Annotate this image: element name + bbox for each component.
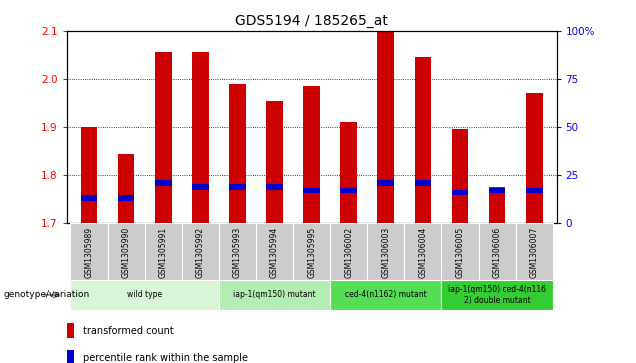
Bar <box>404 223 441 280</box>
Text: GSM1305995: GSM1305995 <box>307 227 316 278</box>
Text: ced-4(n1162) mutant: ced-4(n1162) mutant <box>345 290 427 299</box>
Text: GSM1305994: GSM1305994 <box>270 227 279 278</box>
Bar <box>219 280 330 310</box>
Bar <box>107 223 145 280</box>
Bar <box>441 223 479 280</box>
Text: wild type: wild type <box>127 290 162 299</box>
Bar <box>526 93 543 223</box>
Bar <box>293 223 330 280</box>
Bar <box>526 188 543 193</box>
Bar <box>330 223 368 280</box>
Bar <box>219 223 256 280</box>
Text: GSM1306004: GSM1306004 <box>418 227 427 278</box>
Bar <box>71 223 107 280</box>
Bar <box>516 223 553 280</box>
Bar <box>182 223 219 280</box>
Text: percentile rank within the sample: percentile rank within the sample <box>83 353 248 363</box>
Bar <box>340 122 357 223</box>
Bar <box>303 86 320 223</box>
Bar <box>378 180 394 186</box>
Bar <box>67 323 74 338</box>
Bar <box>229 184 245 189</box>
Text: genotype/variation: genotype/variation <box>3 290 90 299</box>
Text: GSM1306006: GSM1306006 <box>493 227 502 278</box>
Bar <box>192 184 209 189</box>
Text: transformed count: transformed count <box>83 326 174 336</box>
Text: GSM1306005: GSM1306005 <box>455 227 464 278</box>
Bar <box>266 184 283 189</box>
Bar <box>155 180 172 186</box>
Text: GSM1305992: GSM1305992 <box>196 227 205 278</box>
Bar <box>192 53 209 223</box>
Bar <box>330 280 441 310</box>
Bar <box>489 188 506 193</box>
Bar <box>71 280 219 310</box>
Title: GDS5194 / 185265_at: GDS5194 / 185265_at <box>235 15 388 28</box>
Text: iap-1(qm150) mutant: iap-1(qm150) mutant <box>233 290 316 299</box>
Text: iap-1(qm150) ced-4(n116
2) double mutant: iap-1(qm150) ced-4(n116 2) double mutant <box>448 285 546 305</box>
Bar <box>256 223 293 280</box>
Bar <box>452 130 468 223</box>
Bar <box>441 280 553 310</box>
Bar <box>378 31 394 223</box>
Text: GSM1305989: GSM1305989 <box>85 227 93 278</box>
Text: GSM1305991: GSM1305991 <box>159 227 168 278</box>
Text: GSM1306007: GSM1306007 <box>530 227 539 278</box>
Bar <box>118 195 134 201</box>
Bar <box>81 195 97 201</box>
Bar <box>452 189 468 195</box>
Bar <box>67 350 74 363</box>
Bar <box>229 84 245 223</box>
Bar <box>145 223 182 280</box>
Bar <box>303 188 320 193</box>
Bar <box>489 187 506 223</box>
Bar <box>340 188 357 193</box>
Bar <box>415 57 431 223</box>
Bar <box>118 154 134 223</box>
Bar <box>155 53 172 223</box>
Bar <box>479 223 516 280</box>
Text: GSM1306002: GSM1306002 <box>344 227 353 278</box>
Text: GSM1305993: GSM1305993 <box>233 227 242 278</box>
Bar <box>368 223 404 280</box>
Bar <box>415 180 431 186</box>
Bar <box>266 101 283 223</box>
Text: GSM1306003: GSM1306003 <box>382 227 391 278</box>
Text: GSM1305990: GSM1305990 <box>121 227 130 278</box>
Bar <box>81 127 97 223</box>
